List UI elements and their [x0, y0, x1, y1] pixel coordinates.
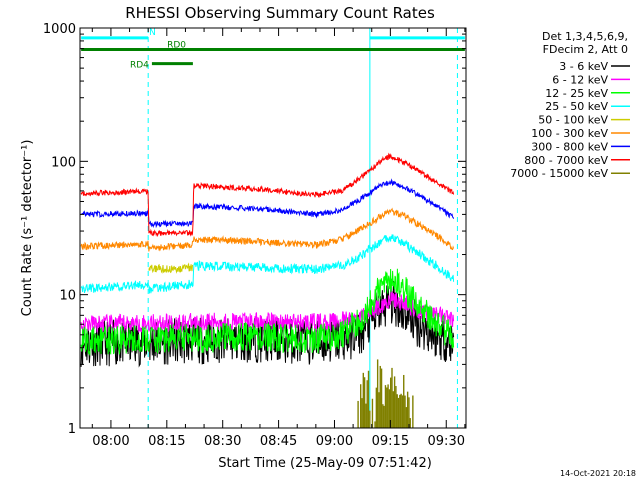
x-tick-label: 08:30	[204, 434, 241, 449]
series	[80, 207, 455, 252]
series-line	[148, 262, 193, 274]
series-bin	[380, 368, 383, 428]
legend-label: 25 - 50 keV	[545, 100, 608, 113]
flag-label: RD4	[130, 61, 149, 71]
x-tick-label: 08:15	[148, 434, 185, 449]
series-bin	[361, 398, 363, 428]
series-bin	[378, 392, 380, 428]
y-tick-label: 1000	[43, 22, 76, 37]
series-bin	[399, 394, 401, 428]
footer-date: 14-Oct-2021 20:18	[560, 469, 636, 478]
series	[80, 290, 455, 334]
series-bin	[384, 385, 387, 428]
series	[80, 234, 455, 294]
plot-area: N RD0 RD4	[80, 28, 465, 428]
series-bin	[369, 410, 371, 428]
series-bin	[406, 391, 409, 428]
series-bin	[382, 404, 384, 428]
legend-label: 800 - 7000 keV	[524, 154, 608, 167]
x-tick-label: 09:15	[372, 434, 409, 449]
series-bin	[374, 421, 376, 428]
series-bin	[379, 365, 381, 428]
series-bin	[412, 395, 414, 428]
y-tick-label: 1	[68, 422, 76, 437]
series-bin	[359, 384, 362, 428]
legend-label: 7000 - 15000 keV	[510, 167, 608, 180]
legend-label: 6 - 12 keV	[552, 73, 608, 86]
series-bin	[403, 374, 405, 428]
series-line	[80, 207, 455, 252]
legend-label: 50 - 100 keV	[538, 114, 608, 127]
series	[148, 262, 193, 274]
legend-label: 3 - 6 keV	[559, 60, 608, 73]
x-tick-label: 09:30	[428, 434, 465, 449]
legend-header-line: FDecim 2, Att 0	[543, 43, 628, 56]
legend-header-line: Det 1,3,4,5,6,9,	[542, 30, 628, 43]
series-line	[80, 290, 455, 334]
series-bin	[362, 372, 365, 428]
series-bin	[375, 387, 378, 428]
series-bin	[401, 395, 404, 428]
series-bin	[386, 387, 388, 428]
series-bin	[404, 395, 406, 428]
series-bin	[400, 393, 402, 428]
x-tick-label: 08:45	[260, 434, 297, 449]
legend: Det 1,3,4,5,6,9,FDecim 2, Att 0 3 - 6 keV…	[510, 30, 630, 180]
series-line	[80, 178, 455, 229]
series-bin	[357, 400, 359, 428]
series-bin	[365, 403, 367, 428]
series-bin	[366, 380, 368, 428]
series	[80, 268, 455, 356]
y-tick-label: 100	[51, 155, 76, 170]
chart-title: RHESSI Observing Summary Count Rates	[125, 4, 435, 22]
series-bin	[395, 386, 397, 428]
series	[357, 359, 414, 428]
series-bin	[371, 398, 374, 428]
series-bin	[389, 377, 392, 428]
flag-label: RD0	[167, 40, 186, 50]
y-axis-label: Count Rate (s⁻¹ detector⁻¹)	[20, 140, 35, 317]
legend-label: 100 - 300 keV	[531, 127, 608, 140]
series-bin	[397, 397, 400, 428]
x-tick-label: 09:00	[316, 434, 353, 449]
series-bin	[391, 367, 393, 428]
series-bin	[409, 418, 411, 428]
series-bin	[376, 359, 379, 428]
series-bin	[367, 370, 370, 428]
series-bin	[363, 377, 366, 428]
series-bin	[387, 384, 389, 428]
legend-label: 12 - 25 keV	[545, 87, 608, 100]
axes: 1 10 100 1000 08:00 08:15 08:30 08:45 09:00 09:15…	[43, 22, 466, 449]
series	[80, 178, 455, 229]
y-tick-label: 10	[59, 289, 76, 304]
series-bin	[396, 394, 398, 428]
plot-frame	[79, 27, 467, 429]
series-bin	[388, 389, 391, 428]
series-bin	[408, 397, 410, 428]
legend-label: 300 - 800 keV	[531, 140, 608, 153]
series-line	[80, 234, 455, 294]
series	[80, 152, 455, 238]
x-axis-label: Start Time (25-May-09 07:51:42)	[218, 456, 432, 471]
series-bin	[392, 391, 395, 428]
series-line	[80, 268, 455, 356]
series-bin	[383, 405, 385, 428]
x-tick-label: 08:00	[92, 434, 129, 449]
series-bin	[393, 376, 396, 428]
series-line	[80, 152, 455, 238]
flag-label: N	[149, 28, 156, 38]
series-bin	[405, 407, 408, 428]
